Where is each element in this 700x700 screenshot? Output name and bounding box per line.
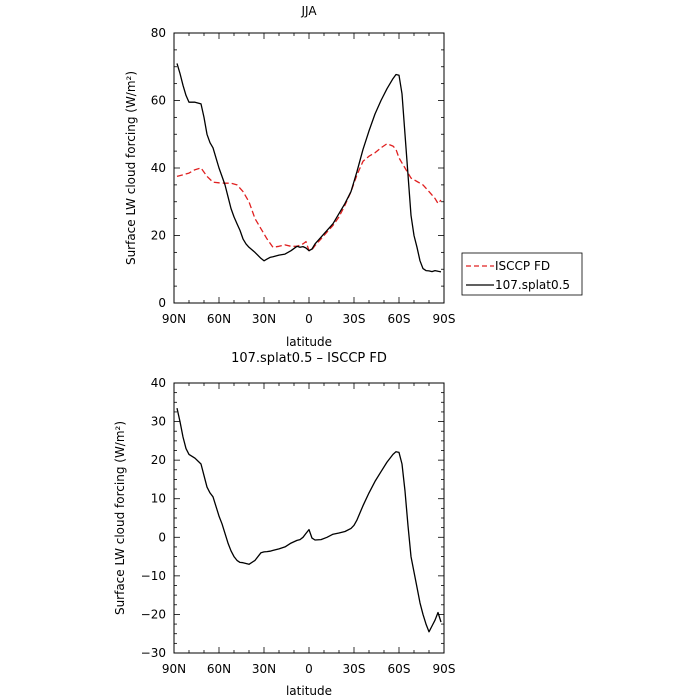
bottom-panel-ylabel: Surface LW cloud forcing (W/m²) xyxy=(113,421,127,615)
bottom-panel-frame xyxy=(173,382,445,654)
x-tick-label: 90S xyxy=(433,312,456,326)
x-tick-label: 30S xyxy=(343,662,366,676)
y-tick-label: −10 xyxy=(141,569,166,583)
legend-label-isccp: ISCCP FD xyxy=(495,259,550,273)
top-panel-frame xyxy=(173,32,445,304)
x-tick-label: 30S xyxy=(343,312,366,326)
top-panel-xlabel: latitude xyxy=(286,335,332,349)
bottom-panel-xlabel: latitude xyxy=(286,684,332,698)
y-tick-label: −20 xyxy=(141,607,166,621)
x-tick-label: 0 xyxy=(305,662,313,676)
top-panel-title: JJA xyxy=(300,4,317,18)
y-tick-label: 0 xyxy=(158,296,166,310)
x-tick-label: 60S xyxy=(388,312,411,326)
y-tick-label: 80 xyxy=(151,26,166,40)
top-panel-ticks: 90N 60N 30N 0 30S 60S 90S 0 20 40 60 80 xyxy=(151,26,456,326)
x-tick-label: 90S xyxy=(433,662,456,676)
y-tick-label: −30 xyxy=(141,646,166,660)
series-line-1 xyxy=(176,63,442,273)
y-tick-label: 20 xyxy=(151,229,166,243)
legend: ISCCP FD 107.splat0.5 xyxy=(461,252,583,296)
bottom-panel: 107.splat0.5 – ISCCP FD 90N 60N 30N 0 30S 60S… xyxy=(113,351,455,698)
y-tick-label: 40 xyxy=(151,376,166,390)
top-panel: JJA 90N 60N 30N 0 30S 60S 90S 0 20 40 60 80 latitud… xyxy=(124,4,455,349)
bottom-panel-title: 107.splat0.5 – ISCCP FD xyxy=(231,351,387,366)
series-line-0 xyxy=(176,407,442,633)
y-tick-label: 60 xyxy=(151,94,166,108)
top-panel-ylabel: Surface LW cloud forcing (W/m²) xyxy=(124,71,138,265)
x-tick-label: 60N xyxy=(207,312,231,326)
x-tick-label: 0 xyxy=(305,312,313,326)
bottom-panel-ticks: 90N 60N 30N 0 30S 60S 90S −30 −20 −10 0 10 20 30 40 xyxy=(141,376,456,676)
bottom-panel-lines xyxy=(176,407,442,633)
y-tick-label: 0 xyxy=(158,530,166,544)
x-tick-label: 30N xyxy=(252,662,276,676)
legend-label-model: 107.splat0.5 xyxy=(495,278,570,292)
x-tick-label: 30N xyxy=(252,312,276,326)
y-tick-label: 20 xyxy=(151,453,166,467)
top-panel-lines xyxy=(176,63,442,273)
y-tick-label: 40 xyxy=(151,161,166,175)
x-tick-label: 60S xyxy=(388,662,411,676)
x-tick-label: 90N xyxy=(162,312,186,326)
legend-box xyxy=(461,252,583,296)
y-tick-label: 30 xyxy=(151,415,166,429)
y-tick-label: 10 xyxy=(151,492,166,506)
x-tick-label: 90N xyxy=(162,662,186,676)
x-tick-label: 60N xyxy=(207,662,231,676)
